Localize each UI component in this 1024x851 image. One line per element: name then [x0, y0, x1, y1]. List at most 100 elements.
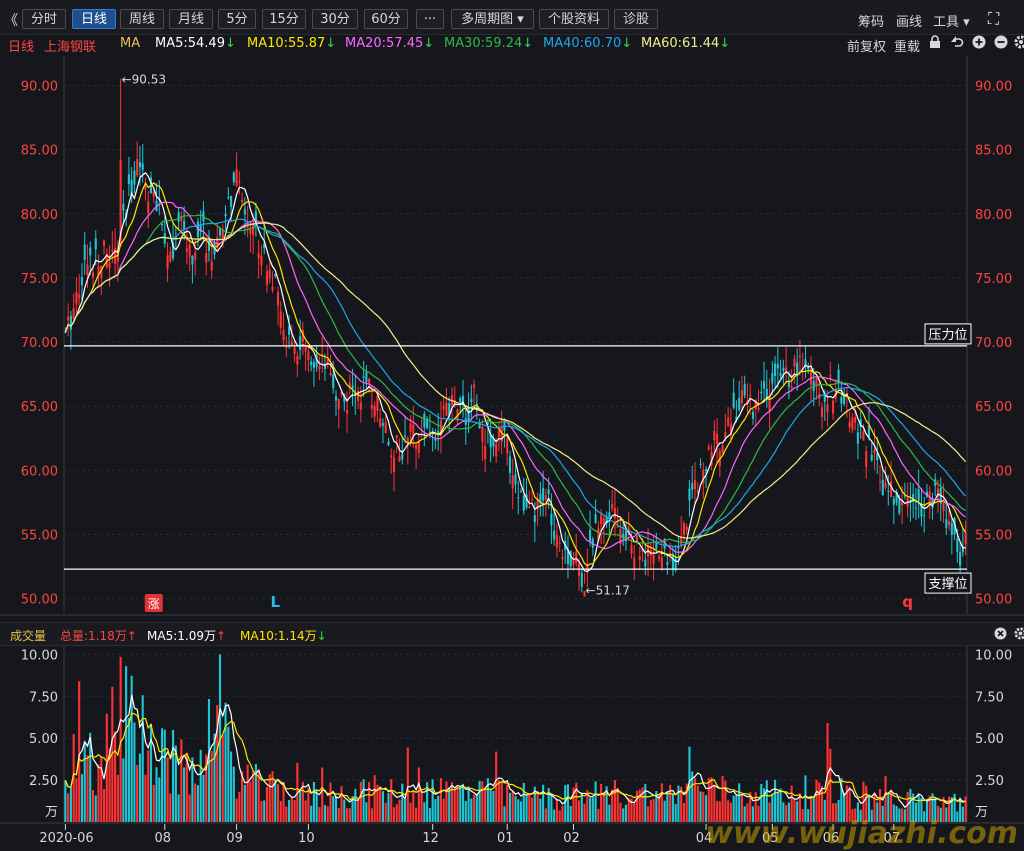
volume-bar: [820, 786, 824, 822]
volume-bar: [901, 808, 904, 822]
volume-bar: [326, 806, 329, 822]
volume-bar: [346, 808, 349, 822]
volume-bar: [956, 811, 959, 822]
candle-body: [765, 388, 768, 400]
draw-line-button[interactable]: 画线: [896, 15, 923, 30]
tab-8[interactable]: ···: [416, 9, 444, 29]
volume-bar: [762, 788, 766, 822]
candle-body: [914, 507, 917, 509]
volume-bar: [304, 800, 307, 822]
expand-icon[interactable]: ⛶: [988, 9, 1000, 28]
zoom-in-icon[interactable]: [972, 35, 986, 53]
candle-body: [580, 572, 583, 587]
tab-7[interactable]: 60分: [364, 9, 408, 29]
lock-icon[interactable]: [929, 35, 941, 53]
volume-bar: [243, 784, 246, 822]
candle-body: [809, 369, 813, 385]
tab-10[interactable]: 个股资料: [539, 9, 609, 29]
gear-icon[interactable]: [1014, 35, 1024, 53]
candle-body: [840, 397, 843, 404]
volume-bar: [169, 793, 172, 822]
candle-body: [779, 373, 782, 376]
tools-menu[interactable]: 工具 ▾: [933, 15, 970, 30]
tab-2[interactable]: 周线: [120, 9, 164, 29]
ma-value-2: MA20:57.45↓: [345, 36, 435, 51]
volume-bar: [779, 788, 782, 822]
volume-bar: [837, 799, 840, 822]
candle-body: [500, 426, 503, 443]
candle-body: [395, 435, 398, 439]
candle-body: [785, 367, 788, 372]
marker-badge: [144, 594, 163, 612]
candle-body: [743, 384, 746, 396]
candle-body: [707, 446, 710, 450]
candle-body: [105, 253, 108, 268]
candle-body: [147, 201, 150, 214]
candle-body: [174, 236, 177, 240]
volume-bar: [285, 806, 288, 822]
volume-bar: [279, 801, 282, 822]
volume-bar: [611, 789, 614, 822]
chips-button[interactable]: 筹码: [858, 15, 885, 30]
x-tick-8: 05: [762, 831, 779, 846]
volume-bar: [401, 783, 404, 822]
volume-bar: [801, 809, 804, 822]
tab-11[interactable]: 诊股: [614, 9, 658, 29]
volume-tick-left-3: 2.50: [29, 774, 58, 789]
volume-bar: [903, 809, 906, 822]
candle-body: [257, 253, 260, 259]
ma-line-MA10: [64, 181, 967, 567]
candle-body: [945, 519, 948, 528]
stock-name: 上海钢联: [44, 40, 97, 55]
volume-bar: [544, 808, 547, 822]
reload-button[interactable]: 重载: [894, 40, 921, 55]
volume-bar: [870, 809, 873, 822]
volume-bar: [757, 805, 760, 822]
candle-body: [710, 451, 713, 466]
volume-bar: [506, 784, 509, 822]
candle-body: [392, 457, 396, 472]
volume-legend-row: 成交量 总量:1.18万↑ MA5:1.09万↑ MA10:1.14万↓: [0, 622, 1024, 646]
candle-body: [210, 261, 213, 271]
tab-5[interactable]: 15分: [262, 9, 306, 29]
resistance-label-box: [924, 323, 972, 345]
undo-icon[interactable]: [950, 35, 964, 53]
volume-bar: [340, 786, 343, 822]
forward-adjust-button[interactable]: 前复权: [847, 40, 887, 55]
tab-3[interactable]: 月线: [169, 9, 213, 29]
zoom-out-icon[interactable]: [994, 35, 1008, 53]
volume-bar: [834, 803, 837, 822]
tab-4[interactable]: 5分: [218, 9, 256, 29]
candle-body: [249, 228, 252, 234]
collapse-icon[interactable]: 《: [4, 13, 18, 29]
tab-9[interactable]: 多周期图 ▾: [451, 9, 534, 29]
tab-0[interactable]: 分时: [22, 9, 66, 29]
volume-bar: [152, 784, 155, 822]
volume-bar: [456, 787, 459, 822]
candle-body: [160, 224, 164, 226]
watermark: www.wujiazhi.com: [705, 816, 1018, 851]
ma-value-4: MA40:60.70↓: [543, 36, 633, 51]
tab-1[interactable]: 日线: [72, 9, 116, 29]
volume-bar: [221, 735, 224, 822]
volume-bar: [426, 782, 429, 822]
tab-6[interactable]: 30分: [312, 9, 358, 29]
volume-bar: [409, 802, 412, 822]
volume-gear-icon[interactable]: [1014, 627, 1024, 644]
volume-bar: [881, 805, 884, 822]
volume-bar: [569, 805, 572, 822]
candle-body: [525, 494, 528, 508]
candle-body: [470, 398, 473, 403]
candle-body: [387, 441, 390, 446]
close-icon[interactable]: [994, 627, 1007, 644]
candle-body: [83, 244, 86, 260]
candle-body: [553, 530, 556, 540]
candle-body: [119, 159, 122, 247]
candle-body: [884, 482, 887, 488]
volume-bar: [191, 757, 194, 822]
candle-body: [274, 273, 277, 276]
volume-bar: [351, 796, 354, 822]
volume-bar: [798, 793, 801, 822]
candle-body: [224, 213, 227, 217]
